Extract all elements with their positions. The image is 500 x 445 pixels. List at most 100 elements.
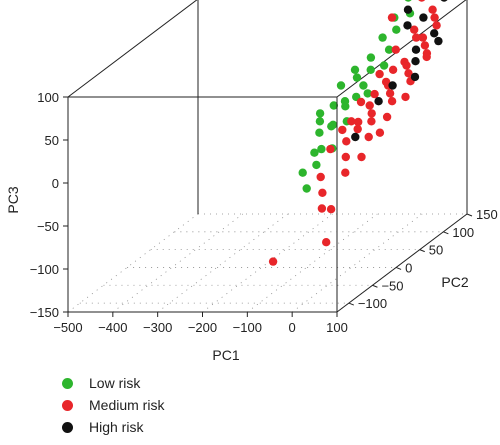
- floor-grid-line-x-1: [112, 213, 244, 313]
- x-tick-label-4: −100: [233, 320, 262, 335]
- point-medium-risk-31: [388, 65, 398, 75]
- point-low-risk-8: [312, 160, 321, 170]
- legend-label-medium-risk: Medium risk: [89, 397, 165, 413]
- point-medium-risk-8: [356, 97, 366, 107]
- z-tick-label-5: 100: [37, 90, 59, 105]
- point-low-risk-16: [315, 128, 324, 137]
- point-low-risk-20: [302, 184, 311, 193]
- y-tick-mark-5: [466, 213, 473, 217]
- point-low-risk-26: [404, 0, 412, 2]
- x-tick-label-3: −200: [188, 320, 217, 335]
- point-medium-risk-4: [420, 41, 430, 50]
- point-high-risk-4: [410, 72, 420, 82]
- z-tick-label-0: −150: [30, 305, 59, 320]
- point-medium-risk-36: [367, 117, 376, 126]
- point-medium-risk-46: [322, 238, 331, 247]
- y-tick-label-5: 150: [476, 207, 498, 222]
- z-tick-label-4: 50: [45, 133, 59, 148]
- point-medium-risk-34: [430, 13, 439, 22]
- point-medium-risk-41: [422, 52, 431, 62]
- point-medium-risk-22: [318, 188, 327, 197]
- point-high-risk-11: [419, 13, 428, 22]
- z-axis-title: PC3: [5, 186, 21, 213]
- legend-item-medium-risk: Medium risk: [62, 394, 164, 416]
- point-low-risk-22: [378, 33, 387, 42]
- point-medium-risk-20: [428, 5, 437, 14]
- point-medium-risk-1: [365, 101, 374, 110]
- point-low-risk-13: [392, 25, 401, 34]
- bounding-box-front: [68, 97, 468, 313]
- point-low-risk-5: [359, 81, 368, 90]
- floor-grid-line-x-0: [67, 213, 199, 313]
- point-medium-risk-15: [385, 89, 395, 98]
- point-medium-risk-47: [326, 205, 336, 214]
- point-medium-risk-12: [432, 21, 441, 30]
- point-medium-risk-30: [401, 92, 410, 102]
- point-medium-risk-29: [382, 112, 392, 122]
- point-medium-risk-45: [268, 257, 278, 266]
- y-tick-mark-4: [443, 231, 449, 235]
- legend-label-high-risk: High risk: [89, 419, 144, 435]
- point-medium-risk-27: [338, 125, 347, 135]
- y-tick-label-2: 0: [405, 260, 412, 275]
- tick-labels: −500 −400 −300 −200 −100 0 100−150−100−5005010…: [30, 90, 498, 335]
- point-low-risk-24: [340, 97, 350, 106]
- y-tick-label-0: −100: [358, 296, 387, 311]
- x-tick-label-1: −400: [98, 320, 127, 335]
- point-medium-risk-26: [375, 69, 384, 79]
- legend-item-low-risk: Low risk: [62, 372, 164, 394]
- x-tick-label-5: 0: [289, 320, 296, 335]
- x-tick-label-0: −500: [53, 320, 82, 335]
- point-low-risk-29: [310, 148, 319, 157]
- point-low-risk-28: [350, 65, 360, 75]
- point-medium-risk-33: [412, 33, 421, 42]
- point-medium-risk-39: [326, 144, 335, 154]
- point-medium-risk-40: [353, 124, 362, 134]
- point-medium-risk-16: [404, 69, 413, 78]
- legend-label-low-risk: Low risk: [89, 375, 141, 391]
- point-medium-risk-14: [367, 109, 376, 118]
- point-medium-risk-0: [347, 117, 356, 126]
- point-medium-risk-32: [370, 89, 379, 99]
- point-medium-risk-23: [317, 204, 327, 213]
- point-medium-risk-13: [354, 117, 363, 127]
- box-edge-bottom-right-depth: [336, 213, 468, 313]
- x-axis-title: PC1: [212, 347, 239, 363]
- x-tick-label-6: 100: [326, 320, 348, 335]
- point-low-risk-25: [315, 109, 325, 118]
- floor-grid-line-x-3: [202, 213, 333, 313]
- point-low-risk-15: [379, 61, 389, 70]
- legend-item-high-risk: High risk: [62, 416, 164, 438]
- point-low-risk-23: [336, 81, 346, 90]
- point-medium-risk-24: [387, 97, 397, 106]
- y-tick-mark-2: [395, 266, 402, 270]
- point-low-risk-18: [315, 117, 325, 126]
- x-tick-label-2: −300: [143, 320, 172, 335]
- point-high-risk-2: [411, 57, 420, 66]
- floor-grid-line-x-2: [157, 213, 288, 313]
- y-tick-label-1: −50: [381, 278, 403, 293]
- point-low-risk-3: [366, 65, 375, 75]
- point-low-risk-19: [298, 168, 307, 177]
- point-medium-risk-11: [418, 33, 428, 42]
- point-medium-risk-7: [341, 168, 350, 177]
- z-tick-label-2: −50: [37, 219, 59, 234]
- point-low-risk-17: [366, 53, 376, 62]
- point-medium-risk-5: [342, 137, 351, 146]
- point-medium-risk-38: [375, 128, 385, 137]
- point-medium-risk-6: [341, 152, 350, 162]
- box-edge-top-left-depth: [67, 0, 198, 98]
- point-high-risk-8: [440, 0, 448, 2]
- y-tick-mark-0: [348, 302, 355, 306]
- point-low-risk-7: [317, 144, 326, 154]
- point-high-risk-7: [388, 81, 397, 90]
- z-tick-label-1: −100: [30, 262, 59, 277]
- y-axis-title: PC2: [441, 274, 468, 290]
- point-low-risk-12: [329, 101, 338, 110]
- data-points: [268, 0, 448, 266]
- point-medium-risk-9: [381, 77, 391, 87]
- point-medium-risk-21: [316, 172, 325, 182]
- z-tick-label-3: 0: [52, 176, 59, 191]
- legend-swatch-high-risk: [62, 421, 73, 433]
- legend-swatch-low-risk: [62, 377, 73, 389]
